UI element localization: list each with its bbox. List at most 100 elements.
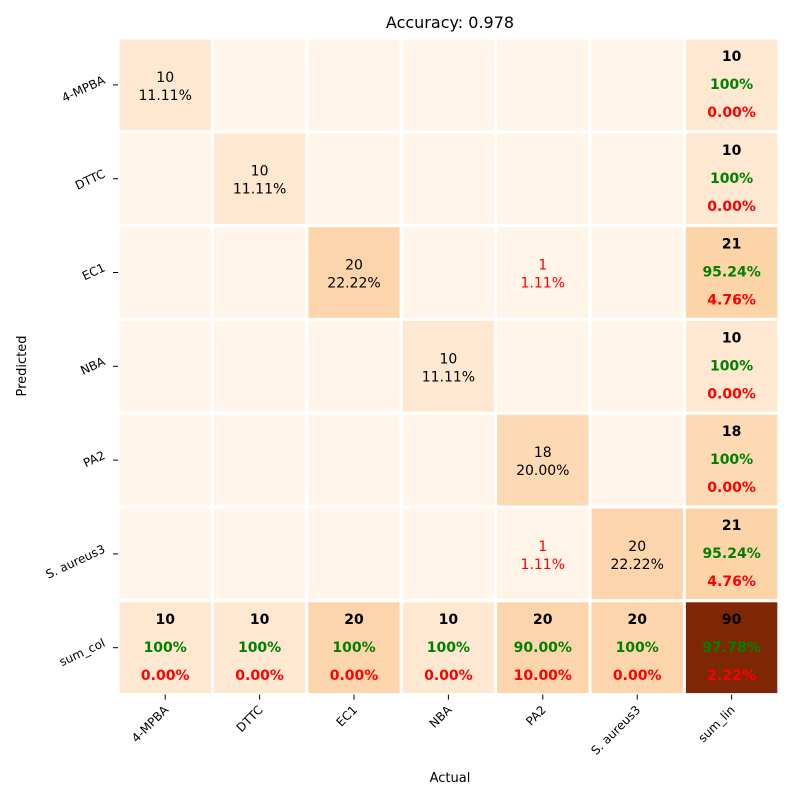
col-summary-total-label: 20: [344, 612, 364, 628]
x-tick-label: NBA: [427, 702, 455, 730]
row-summary-total-label: 18: [722, 424, 741, 440]
col-summary-total-label: 10: [250, 612, 270, 628]
row-summary-error-label: 4.76%: [707, 293, 756, 309]
col-summary-correct-label: 100%: [332, 640, 375, 656]
cell-count-label: 20: [345, 258, 363, 274]
x-axis-ticks: 4-MPBA DTTC EC1 NBA PA2 S. aureus3 sum_lin: [129, 694, 738, 758]
col-summary-correct-label: 100%: [427, 640, 470, 656]
col-summary-error-label: 10.00%: [514, 668, 572, 684]
heatmap-cell: [399, 599, 498, 697]
heatmap-cell: [210, 36, 309, 134]
col-summary-error-label: 0.00%: [424, 668, 473, 684]
cell-count-label: 10: [156, 70, 174, 86]
heatmap-cell: [399, 411, 498, 509]
row-summary-correct-label: 100%: [710, 171, 753, 187]
row-summary-total-label: 10: [722, 49, 742, 65]
cell-percent-label: 11.11%: [233, 182, 286, 198]
heatmap-cell: [682, 505, 781, 603]
col-summary-correct-label: 90.00%: [514, 640, 572, 656]
x-tick-label: 4-MPBA: [129, 702, 172, 745]
cell-count-label: 18: [534, 445, 552, 461]
row-summary-total-label: 10: [722, 330, 742, 346]
x-tick-label: PA2: [523, 703, 549, 729]
heatmap-cell: [116, 505, 214, 603]
row-summary-total-label: 10: [722, 143, 742, 159]
heatmap-cell: [305, 317, 403, 415]
row-summary-correct-label: 95.24%: [702, 265, 760, 281]
x-tick-label: DTTC: [234, 703, 266, 735]
heatmap-cell: [399, 505, 498, 603]
heatmap-cell: [494, 36, 592, 134]
heatmap-cell: [116, 130, 214, 228]
y-tick-label: 4-MPBA: [60, 73, 108, 105]
cell-count-label: 1: [538, 539, 547, 555]
col-summary-error-label: 0.00%: [235, 668, 284, 684]
cell-percent-label: 1.11%: [521, 276, 565, 292]
heatmap-cell: [116, 411, 214, 509]
heatmap-cell: [305, 130, 403, 228]
col-summary-total-label: 20: [533, 612, 553, 628]
heatmap-cell: [116, 317, 214, 415]
row-summary-correct-label: 100%: [710, 358, 753, 374]
cell-count-label: 10: [439, 351, 457, 367]
heatmap-cell: [399, 224, 498, 321]
heatmap-cell: [399, 36, 498, 134]
heatmap-cell: [588, 224, 686, 321]
heatmap-cell: [305, 36, 403, 134]
heatmap-cell: [682, 130, 781, 228]
heatmap-cell: [210, 317, 309, 415]
grand-summary-error-label: 2.22%: [707, 668, 756, 684]
heatmap-cell: [682, 224, 781, 321]
x-tick-label: sum_lin: [695, 703, 737, 745]
col-summary-correct-label: 100%: [616, 640, 659, 656]
heatmap-cell: [682, 599, 781, 697]
x-tick-label: S. aureus3: [588, 703, 643, 758]
cell-percent-label: 20.00%: [516, 463, 569, 479]
y-tick-label: sum_col: [57, 636, 107, 669]
y-tick-label: S. aureus3: [44, 542, 108, 582]
heatmap-cell: [494, 599, 592, 697]
heatmap-cell: [305, 505, 403, 603]
row-summary-error-label: 4.76%: [707, 574, 756, 590]
row-summary-error-label: 0.00%: [707, 199, 756, 215]
row-summary-error-label: 0.00%: [707, 386, 756, 402]
row-summary-total-label: 21: [722, 237, 741, 253]
y-axis-label: Predicted: [15, 335, 30, 396]
heatmap-cell: [588, 36, 686, 134]
cell-percent-label: 11.11%: [422, 369, 475, 385]
cell-count-label: 1: [538, 258, 547, 274]
heatmap-cells: [116, 36, 781, 697]
cell-percent-label: 22.22%: [611, 557, 664, 573]
heatmap-cell: [305, 411, 403, 509]
heatmap-cell: [305, 224, 403, 321]
x-axis-label: Actual: [430, 771, 471, 786]
cell-labels: 1011.11%1011.11%2022.22%11.11%1011.11%18…: [139, 49, 761, 684]
y-axis-ticks: 4-MPBA DTTC EC1 NBA PA2 S. aureus3 sum_col: [44, 73, 118, 669]
row-summary-correct-label: 95.24%: [702, 546, 760, 562]
col-summary-total-label: 10: [439, 612, 459, 628]
row-summary-total-label: 21: [722, 518, 741, 534]
heatmap-cell: [588, 130, 686, 228]
col-summary-correct-label: 100%: [238, 640, 281, 656]
x-tick-label: EC1: [334, 703, 361, 730]
y-tick-label: DTTC: [73, 167, 107, 193]
cell-percent-label: 11.11%: [139, 88, 192, 104]
cell-percent-label: 22.22%: [327, 276, 380, 292]
row-summary-error-label: 0.00%: [707, 105, 756, 121]
cell-count-label: 10: [251, 164, 269, 180]
y-tick-label: PA2: [81, 448, 107, 470]
cell-percent-label: 1.11%: [521, 557, 565, 573]
heatmap-cell: [588, 411, 686, 509]
col-summary-correct-label: 100%: [144, 640, 187, 656]
heatmap-cell: [210, 411, 309, 509]
heatmap-cell: [494, 317, 592, 415]
row-summary-error-label: 0.00%: [707, 480, 756, 496]
col-summary-error-label: 0.00%: [330, 668, 379, 684]
heatmap-cell: [210, 505, 309, 603]
y-tick-label: EC1: [80, 261, 107, 284]
chart-title: Accuracy: 0.978: [386, 13, 514, 32]
cell-count-label: 20: [628, 539, 646, 555]
heatmap-cell: [305, 599, 403, 697]
col-summary-error-label: 0.00%: [141, 668, 190, 684]
